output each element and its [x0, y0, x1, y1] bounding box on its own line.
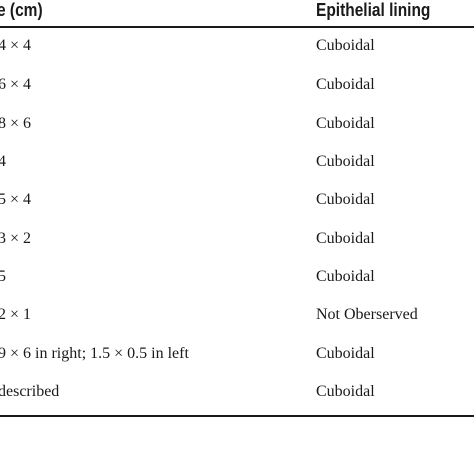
size-cell: described — [0, 383, 60, 400]
lining-cell: Cuboidal — [316, 191, 375, 208]
lining-cell: Cuboidal — [316, 115, 375, 132]
lining-cell: Cuboidal — [316, 37, 375, 54]
lining-cell: Cuboidal — [316, 345, 375, 362]
lining-cell: Not Oberserved — [316, 306, 418, 323]
size-cell: 4 — [0, 153, 6, 170]
lining-cell: Cuboidal — [316, 268, 375, 285]
lining-cell: Cuboidal — [316, 230, 375, 247]
size-cell: 6 × 4 — [0, 76, 32, 93]
header-size-cm: e (cm) — [0, 0, 43, 20]
size-cell: 3 × 2 — [0, 230, 32, 247]
size-cell: 9 × 6 in right; 1.5 × 0.5 in left — [0, 345, 189, 362]
size-cell: 4 × 4 — [0, 37, 32, 54]
lining-cell: Cuboidal — [316, 76, 375, 93]
size-cell: 5 × 4 — [0, 191, 32, 208]
header-epithelial-lining: Epithelial lining — [316, 0, 431, 20]
table-header-row: e (cm) Epithelial lining — [0, 0, 474, 24]
lining-cell: Cuboidal — [316, 383, 375, 400]
size-cell: 8 × 6 — [0, 115, 32, 132]
size-cell: 2 × 1 — [0, 306, 32, 323]
size-cell: 5 — [0, 268, 6, 285]
bottom-rule — [0, 415, 474, 417]
lining-cell: Cuboidal — [316, 153, 375, 170]
header-rule — [0, 26, 474, 28]
